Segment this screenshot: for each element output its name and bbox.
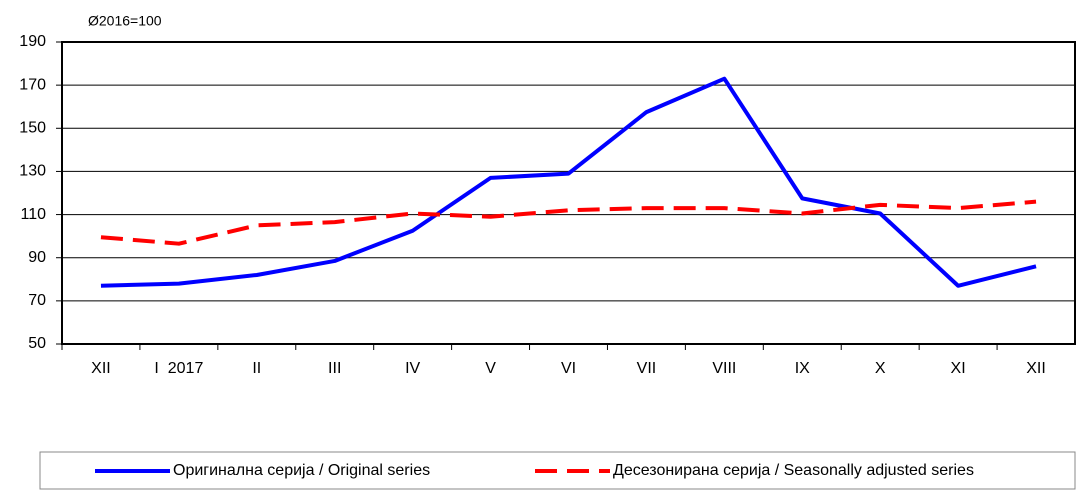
x-tick-label: VI bbox=[561, 360, 576, 377]
x-tick-label: VIII bbox=[712, 360, 736, 377]
legend-label: Оригинална серија / Original series bbox=[173, 462, 430, 479]
y-tick-label: 50 bbox=[28, 335, 46, 352]
y-tick-label: 190 bbox=[19, 33, 46, 50]
legend-label: Десезонирана серија / Seasonally adjuste… bbox=[613, 462, 974, 479]
x-tick-label: IX bbox=[795, 360, 810, 377]
y-tick-label: 170 bbox=[19, 76, 46, 93]
x-tick-label: XII bbox=[1026, 360, 1046, 377]
subtitle: Ø2016=100 bbox=[88, 13, 162, 29]
x-tick-label: X bbox=[875, 360, 886, 377]
x-tick-label: III bbox=[328, 360, 341, 377]
y-tick-label: 150 bbox=[19, 120, 46, 137]
series-line bbox=[100, 199, 1037, 246]
y-tick-label: 110 bbox=[20, 206, 46, 223]
series-line bbox=[100, 76, 1037, 288]
x-tick-label: V bbox=[485, 360, 496, 377]
x-tick-label: I 2017 bbox=[154, 360, 203, 377]
x-tick-label: IV bbox=[405, 360, 420, 377]
plot-frame bbox=[61, 41, 1076, 345]
x-tick-label: XII bbox=[91, 360, 111, 377]
x-tick-label: II bbox=[252, 360, 261, 377]
y-tick-label: 130 bbox=[19, 163, 46, 180]
legend-box bbox=[39, 451, 1076, 490]
x-tick-label: XI bbox=[951, 360, 966, 377]
x-tick-label: VII bbox=[637, 360, 657, 377]
y-tick-label: 90 bbox=[28, 249, 46, 266]
y-tick-label: 70 bbox=[28, 292, 46, 309]
